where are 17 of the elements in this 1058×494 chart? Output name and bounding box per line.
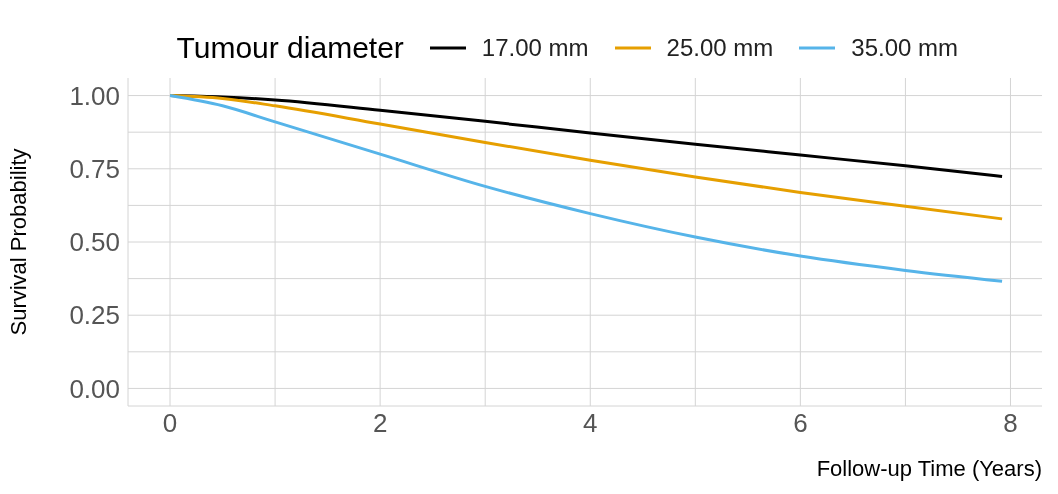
y-tick-label: 0.50: [69, 227, 120, 258]
y-tick-label: 0.25: [69, 300, 120, 331]
y-axis-title: Survival Probability: [5, 148, 31, 336]
legend-label: 17.00 mm: [481, 34, 589, 62]
x-tick-label: 8: [1003, 408, 1018, 439]
x-tick-label: 6: [793, 408, 808, 439]
y-tick-label: 0.00: [69, 373, 120, 404]
legend-label: 25.00 mm: [666, 34, 774, 62]
x-tick-label: 4: [583, 408, 598, 439]
x-tick-label: 0: [162, 408, 178, 439]
line-series: [168, 94, 1004, 283]
x-axis-title: Follow-up Time (Years): [816, 456, 1042, 481]
x-tick-label: 2: [372, 408, 388, 439]
y-tick-label: 1.00: [69, 80, 120, 111]
y-tick-label: 0.75: [69, 154, 120, 185]
legend-title: Tumour diameter: [176, 31, 404, 65]
legend-label: 35.00 mm: [851, 34, 958, 62]
